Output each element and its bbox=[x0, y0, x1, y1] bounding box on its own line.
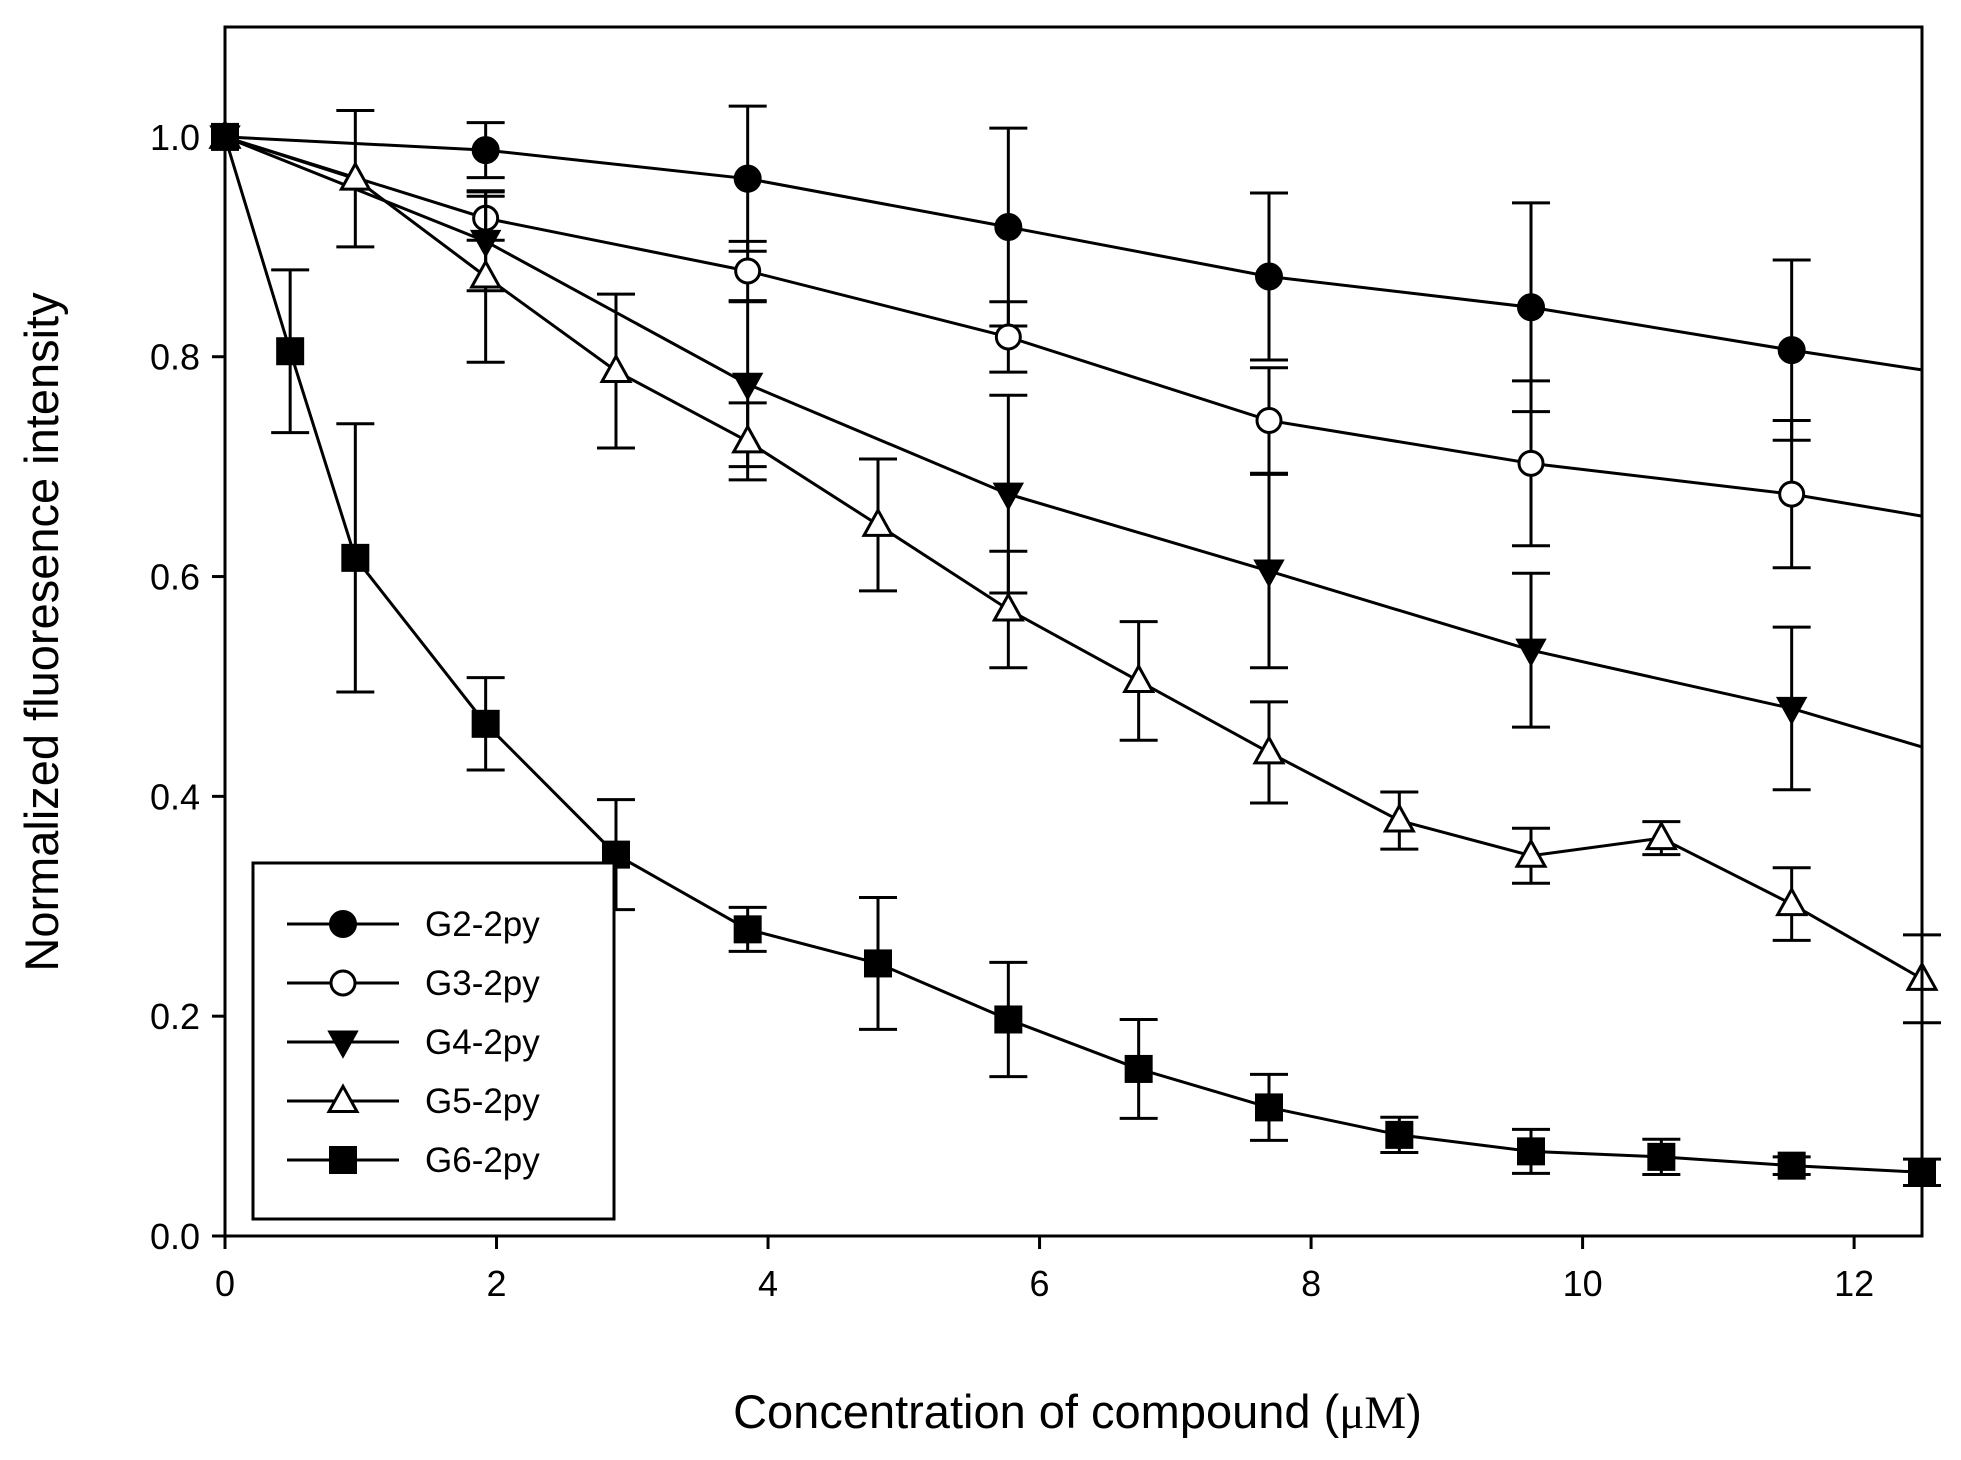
y-tick-label: 0.2 bbox=[150, 996, 200, 1037]
series-line bbox=[224, 135, 1923, 749]
data-point bbox=[1385, 1120, 1414, 1149]
data-point bbox=[731, 372, 764, 401]
x-tick-label: 6 bbox=[1030, 1263, 1050, 1304]
data-point bbox=[733, 915, 762, 944]
data-point bbox=[1124, 1054, 1153, 1083]
legend-label: G4-2py bbox=[425, 1023, 540, 1062]
data-point bbox=[1778, 480, 1806, 508]
data-point bbox=[276, 337, 305, 366]
legend-item-G4-2py: G4-2py bbox=[287, 1023, 540, 1062]
legend-item-G6-2py: G6-2py bbox=[287, 1141, 540, 1180]
x-axis-label-prefix: Concentration of compound ( bbox=[733, 1385, 1339, 1438]
data-point bbox=[471, 709, 500, 738]
data-point bbox=[991, 591, 1025, 622]
legend-label: G3-2py bbox=[425, 964, 540, 1003]
series-line bbox=[224, 135, 1923, 372]
data-point bbox=[469, 258, 503, 289]
x-tick-label: 10 bbox=[1563, 1263, 1603, 1304]
data-point bbox=[1517, 293, 1546, 322]
data-point bbox=[599, 353, 633, 384]
data-point bbox=[992, 482, 1025, 511]
x-axis-label-unit: μM bbox=[1339, 1387, 1406, 1439]
data-point bbox=[994, 323, 1022, 351]
data-point bbox=[1253, 559, 1285, 588]
data-point bbox=[1252, 734, 1286, 765]
data-point bbox=[733, 164, 762, 193]
x-tick-label: 4 bbox=[758, 1263, 778, 1304]
y-tick-label: 1.0 bbox=[150, 117, 200, 158]
data-point bbox=[471, 136, 500, 165]
legend: G2-2py G3-2py G4-2py G5-2py G6-2py bbox=[251, 861, 616, 1221]
series-line bbox=[224, 135, 1923, 981]
legend-marker bbox=[327, 1030, 359, 1059]
data-point bbox=[1515, 638, 1547, 667]
y-tick-label: 0.0 bbox=[150, 1216, 200, 1257]
data-point bbox=[1382, 802, 1416, 833]
data-point bbox=[994, 1005, 1023, 1034]
legend-marker bbox=[329, 969, 357, 997]
data-point bbox=[1254, 262, 1283, 291]
x-tick-label: 0 bbox=[215, 1263, 235, 1304]
legend-label: G6-2py bbox=[425, 1141, 540, 1180]
x-axis-label: Concentration of compound (μM) bbox=[733, 1385, 1422, 1439]
x-axis-label-suffix: ) bbox=[1406, 1385, 1422, 1438]
data-point bbox=[734, 257, 762, 285]
y-tick-label: 0.6 bbox=[150, 557, 200, 598]
data-point bbox=[1775, 696, 1808, 726]
data-point bbox=[1777, 1151, 1806, 1180]
legend-item-G2-2py: G2-2py bbox=[287, 905, 540, 944]
data-point bbox=[1517, 1137, 1546, 1166]
series-G5-2py bbox=[208, 109, 1941, 1025]
data-point bbox=[1255, 406, 1283, 434]
data-point bbox=[1647, 1142, 1676, 1171]
legend-marker bbox=[329, 1146, 357, 1174]
data-point bbox=[1254, 1093, 1283, 1122]
data-point bbox=[861, 507, 895, 537]
data-point bbox=[994, 213, 1023, 242]
y-tick-label: 0.4 bbox=[150, 776, 200, 817]
plot-frame bbox=[223, 25, 1924, 1238]
axis-layer: 0 2 4 6 8 10 12 0.0 0.2 0.4 0.6 0.8 1.0 bbox=[150, 117, 1874, 1304]
x-tick-label: 12 bbox=[1834, 1263, 1874, 1304]
legend-marker bbox=[326, 1083, 360, 1113]
legend-marker bbox=[329, 910, 357, 938]
y-tick-label: 0.8 bbox=[150, 337, 200, 378]
data-point bbox=[1122, 663, 1156, 693]
data-point bbox=[1517, 449, 1545, 477]
data-point bbox=[341, 543, 370, 572]
legend-label: G2-2py bbox=[425, 905, 540, 944]
data-point bbox=[864, 949, 893, 978]
data-point bbox=[1514, 837, 1548, 868]
x-tick-label: 2 bbox=[487, 1263, 507, 1304]
legend-label: G5-2py bbox=[425, 1082, 540, 1121]
data-point bbox=[731, 423, 765, 454]
data-point bbox=[1777, 336, 1806, 365]
y-axis-label: Normalized fluoresence intensity bbox=[15, 292, 68, 972]
plot-layer bbox=[208, 104, 1941, 1187]
data-point bbox=[1775, 886, 1809, 917]
legend-item-G3-2py: G3-2py bbox=[287, 964, 540, 1003]
data-point bbox=[338, 160, 372, 191]
data-point bbox=[1644, 820, 1678, 851]
series-line bbox=[224, 135, 1923, 518]
series-G2-2py bbox=[211, 104, 1923, 442]
legend-item-G5-2py: G5-2py bbox=[287, 1082, 540, 1121]
x-tick-label: 8 bbox=[1301, 1263, 1321, 1304]
